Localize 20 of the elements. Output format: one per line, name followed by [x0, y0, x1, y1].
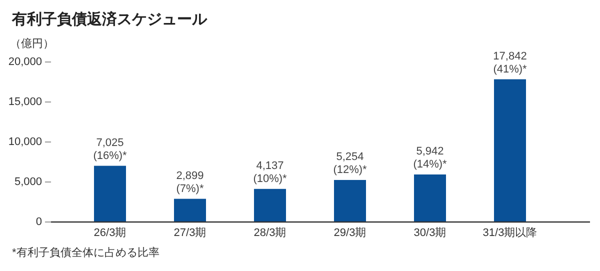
ytick: 15,000: [8, 96, 42, 108]
ytick: 0: [36, 216, 42, 228]
ytick: 5,000: [14, 176, 42, 188]
value-label: 7,025 (16%)*: [93, 136, 127, 162]
value-label: 2,899 (7%)*: [176, 170, 204, 195]
ytick: 10,000: [8, 136, 42, 148]
xtick: 26/3期: [94, 227, 126, 239]
value-label: 5,942 (14%)*: [413, 145, 447, 170]
xtick: 29/3期: [334, 227, 366, 239]
ytick: 20,000: [8, 56, 42, 68]
xtick: 27/3期: [174, 227, 206, 239]
value-label: 5,254 (12%)*: [333, 150, 367, 176]
title: 有利子負債返済スケジュール: [12, 11, 207, 28]
xtick: 31/3期以降: [482, 227, 538, 239]
xtick: 28/3期: [254, 227, 286, 239]
value-label: 4,137 (10%)*: [253, 160, 287, 185]
annotation: *有利子負債全体に占める比率: [12, 247, 160, 259]
xtick: 30/3期: [414, 227, 446, 239]
ylabel: （億円）: [10, 38, 54, 50]
value-label: 17,842 (41%)*: [493, 50, 527, 76]
